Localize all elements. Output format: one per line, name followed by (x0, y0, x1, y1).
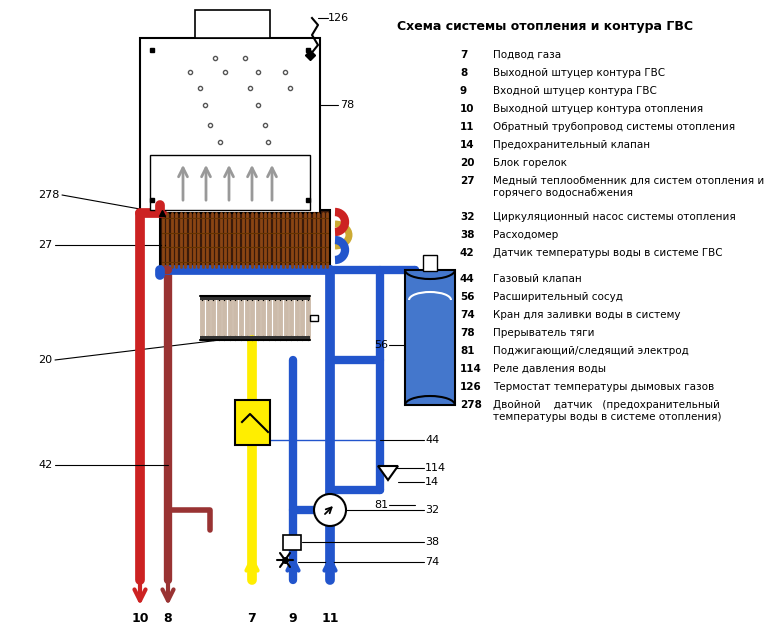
Text: 74: 74 (425, 557, 439, 567)
Text: Прерыватель тяги: Прерыватель тяги (493, 328, 594, 338)
Text: 20: 20 (460, 158, 475, 168)
Text: Подвод газа: Подвод газа (493, 50, 561, 60)
Bar (423, 255, 437, 271)
Text: Выходной штуцер контура ГВС: Выходной штуцер контура ГВС (493, 68, 665, 78)
Text: Расширительный сосуд: Расширительный сосуд (493, 292, 623, 302)
Bar (283, 535, 301, 550)
Text: 11: 11 (321, 611, 339, 624)
Text: Предохранительный клапан: Предохранительный клапан (493, 140, 650, 150)
Text: 20: 20 (38, 355, 52, 365)
Text: 74: 74 (460, 310, 475, 320)
Bar (405, 270, 455, 405)
Text: Кран для заливки воды в систему: Кран для заливки воды в систему (493, 310, 680, 320)
Text: 32: 32 (460, 212, 475, 222)
Text: 114: 114 (425, 463, 446, 473)
Text: 10: 10 (131, 611, 149, 624)
Text: 8: 8 (164, 611, 172, 624)
Text: 42: 42 (38, 460, 52, 470)
Polygon shape (378, 466, 398, 480)
Text: 56: 56 (460, 292, 475, 302)
Text: Реле давления воды: Реле давления воды (493, 364, 606, 374)
Text: Входной штуцер контура ГВС: Входной штуцер контура ГВС (493, 86, 657, 96)
Text: 7: 7 (247, 611, 257, 624)
Text: 78: 78 (340, 100, 354, 110)
Text: 27: 27 (38, 240, 52, 250)
Text: Расходомер: Расходомер (493, 230, 558, 240)
Bar (150, 155, 310, 210)
Text: Датчик температуры воды в системе ГВС: Датчик температуры воды в системе ГВС (493, 248, 723, 258)
Circle shape (314, 494, 346, 526)
Text: Схема системы отопления и контура ГВС: Схема системы отопления и контура ГВС (397, 20, 693, 33)
Text: 81: 81 (374, 500, 388, 510)
Text: 9: 9 (460, 86, 467, 96)
Bar (140, 38, 320, 213)
Bar (310, 315, 318, 321)
Text: Газовый клапан: Газовый клапан (493, 274, 581, 284)
Text: 14: 14 (460, 140, 475, 150)
Text: 44: 44 (425, 435, 439, 445)
Text: Термостат температуры дымовых газов: Термостат температуры дымовых газов (493, 382, 714, 392)
Text: 38: 38 (460, 230, 475, 240)
Text: 10: 10 (460, 104, 475, 114)
Text: 38: 38 (425, 537, 439, 547)
Text: 9: 9 (289, 611, 297, 624)
Text: 14: 14 (425, 477, 439, 487)
Text: 32: 32 (425, 505, 439, 515)
Text: 44: 44 (460, 274, 475, 284)
Text: Поджигающий/следящий электрод: Поджигающий/следящий электрод (493, 346, 689, 356)
Text: 278: 278 (460, 400, 482, 410)
Text: Обратный трубопровод системы отопления: Обратный трубопровод системы отопления (493, 122, 735, 132)
Text: 278: 278 (38, 190, 59, 200)
Bar (200, 296, 310, 300)
Text: 8: 8 (460, 68, 467, 78)
Text: Блок горелок: Блок горелок (493, 158, 567, 168)
Text: 126: 126 (328, 13, 349, 23)
Text: 27: 27 (460, 176, 475, 186)
Text: Выходной штуцер контура отопления: Выходной штуцер контура отопления (493, 104, 703, 114)
Text: 78: 78 (460, 328, 475, 338)
Bar (160, 210, 330, 270)
Text: 42: 42 (460, 248, 475, 258)
Text: Циркуляционный насос системы отопления: Циркуляционный насос системы отопления (493, 212, 736, 222)
Text: 56: 56 (374, 340, 388, 350)
Text: 126: 126 (460, 382, 482, 392)
Text: 7: 7 (460, 50, 468, 60)
Text: 114: 114 (460, 364, 482, 374)
Text: 81: 81 (460, 346, 475, 356)
Text: 11: 11 (460, 122, 475, 132)
Bar (235, 400, 270, 445)
Bar (200, 336, 310, 340)
Text: Медный теплообменник для систем отопления и горячего водоснабжения: Медный теплообменник для систем отоплени… (493, 176, 764, 198)
Text: Двойной    датчик   (предохранительный температуры воды в системе отопления): Двойной датчик (предохранительный темпер… (493, 400, 721, 421)
Bar (195, 10, 270, 38)
